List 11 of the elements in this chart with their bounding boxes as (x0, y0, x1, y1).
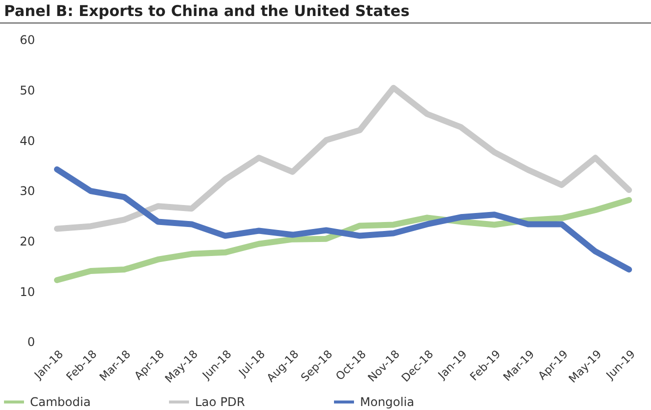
y-tick-label: 20 (20, 234, 35, 249)
y-tick-label: 0 (27, 335, 35, 350)
legend-label: Mongolia (360, 395, 414, 410)
chart-title: Panel B: Exports to China and the United States (4, 2, 410, 20)
y-tick-label: 50 (20, 84, 35, 98)
y-tick-label: 60 (20, 33, 35, 48)
y-tick-label: 40 (20, 134, 35, 148)
y-tick-label: 30 (20, 184, 35, 198)
legend-label: Cambodia (30, 395, 91, 410)
y-tick-label: 10 (20, 284, 35, 299)
legend-label: Lao PDR (195, 395, 246, 410)
